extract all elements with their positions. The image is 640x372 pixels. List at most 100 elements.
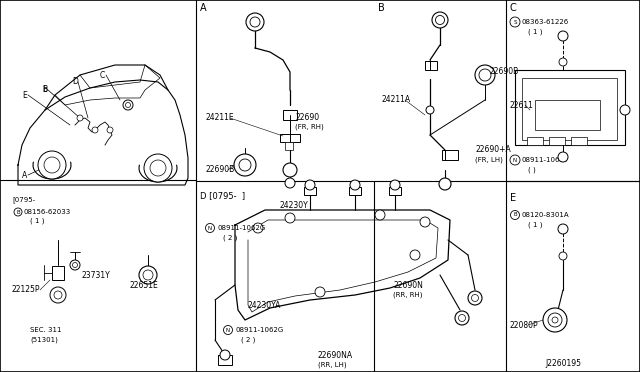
Circle shape <box>246 13 264 31</box>
Text: D [0795-  ]: D [0795- ] <box>200 192 245 201</box>
Circle shape <box>139 266 157 284</box>
Text: 22690+A: 22690+A <box>475 145 511 154</box>
Text: [0795-: [0795- <box>12 197 35 203</box>
Circle shape <box>50 287 66 303</box>
Circle shape <box>44 157 60 173</box>
Circle shape <box>38 151 66 179</box>
Circle shape <box>620 105 630 115</box>
Circle shape <box>559 58 567 66</box>
Circle shape <box>253 223 263 233</box>
Bar <box>425 61 437 70</box>
Circle shape <box>390 180 400 190</box>
Text: 08911-10637: 08911-10637 <box>522 157 570 163</box>
Circle shape <box>305 180 315 190</box>
Text: 08363-61226: 08363-61226 <box>522 19 569 25</box>
Text: D: D <box>72 77 78 87</box>
Bar <box>280 134 300 142</box>
Circle shape <box>543 308 567 332</box>
Text: N: N <box>513 157 517 163</box>
Text: 24211A: 24211A <box>382 96 411 105</box>
Text: C: C <box>510 3 516 13</box>
Circle shape <box>439 178 451 190</box>
Bar <box>389 187 401 195</box>
Bar <box>283 110 297 120</box>
Circle shape <box>548 313 562 327</box>
Text: ( 1 ): ( 1 ) <box>528 29 543 35</box>
Text: 08156-62033: 08156-62033 <box>24 209 71 215</box>
Circle shape <box>558 152 568 162</box>
Circle shape <box>77 115 83 121</box>
Circle shape <box>123 100 133 110</box>
Text: N: N <box>208 225 212 231</box>
Text: ( 1 ): ( 1 ) <box>528 222 543 228</box>
Text: 22690N: 22690N <box>393 280 423 289</box>
Text: 08911-1062G: 08911-1062G <box>217 225 265 231</box>
Circle shape <box>92 127 98 133</box>
Text: A: A <box>22 170 28 180</box>
Circle shape <box>285 178 295 188</box>
Text: (RR, LH): (RR, LH) <box>318 362 347 368</box>
Text: A: A <box>200 3 207 13</box>
Bar <box>549 137 565 145</box>
Text: 22690NA: 22690NA <box>318 350 353 359</box>
Text: ( 1 ): ( 1 ) <box>30 218 45 224</box>
Circle shape <box>472 295 479 301</box>
Circle shape <box>150 160 166 176</box>
Text: ( ): ( ) <box>528 167 536 173</box>
Circle shape <box>125 103 131 108</box>
Circle shape <box>205 224 214 232</box>
Text: (RR, RH): (RR, RH) <box>393 292 422 298</box>
Circle shape <box>458 314 465 321</box>
Text: 22690: 22690 <box>295 113 319 122</box>
Text: 24230YA: 24230YA <box>248 301 282 310</box>
Circle shape <box>455 311 469 325</box>
Circle shape <box>475 65 495 85</box>
Text: 22125P: 22125P <box>12 285 40 295</box>
Circle shape <box>239 159 251 171</box>
Circle shape <box>14 208 22 216</box>
Text: N: N <box>226 327 230 333</box>
Text: (FR, RH): (FR, RH) <box>295 124 324 130</box>
Circle shape <box>511 211 520 219</box>
Circle shape <box>559 252 567 260</box>
Text: B: B <box>378 3 385 13</box>
Circle shape <box>558 224 568 234</box>
Bar <box>349 187 361 195</box>
Circle shape <box>220 350 230 360</box>
Circle shape <box>283 163 297 177</box>
Circle shape <box>285 213 295 223</box>
Text: 08911-1062G: 08911-1062G <box>235 327 284 333</box>
Text: (51301): (51301) <box>30 337 58 343</box>
Bar <box>52 266 64 280</box>
Text: 22690B: 22690B <box>490 67 519 77</box>
Text: ( 2 ): ( 2 ) <box>241 337 255 343</box>
Text: J2260195: J2260195 <box>545 359 581 368</box>
Text: 22611: 22611 <box>510 100 534 109</box>
Circle shape <box>315 287 325 297</box>
Text: ( 2 ): ( 2 ) <box>223 235 237 241</box>
Circle shape <box>435 16 445 25</box>
Text: 23731Y: 23731Y <box>82 270 111 279</box>
Text: 24230Y: 24230Y <box>280 201 308 209</box>
Circle shape <box>558 31 568 41</box>
Circle shape <box>70 260 80 270</box>
Circle shape <box>223 326 232 334</box>
Text: b: b <box>42 86 47 94</box>
Bar <box>442 150 458 160</box>
Text: E: E <box>22 90 27 99</box>
Text: S: S <box>513 19 516 25</box>
Circle shape <box>410 250 420 260</box>
Circle shape <box>54 291 62 299</box>
Circle shape <box>510 17 520 27</box>
Text: E: E <box>510 193 516 203</box>
Circle shape <box>72 263 77 267</box>
Text: 08120-8301A: 08120-8301A <box>522 212 570 218</box>
Circle shape <box>250 17 260 27</box>
Text: SEC. 311: SEC. 311 <box>30 327 61 333</box>
Circle shape <box>350 180 360 190</box>
Bar <box>522 78 617 140</box>
Bar <box>535 100 600 130</box>
Text: 24211E: 24211E <box>205 113 234 122</box>
Circle shape <box>468 291 482 305</box>
Circle shape <box>144 154 172 182</box>
